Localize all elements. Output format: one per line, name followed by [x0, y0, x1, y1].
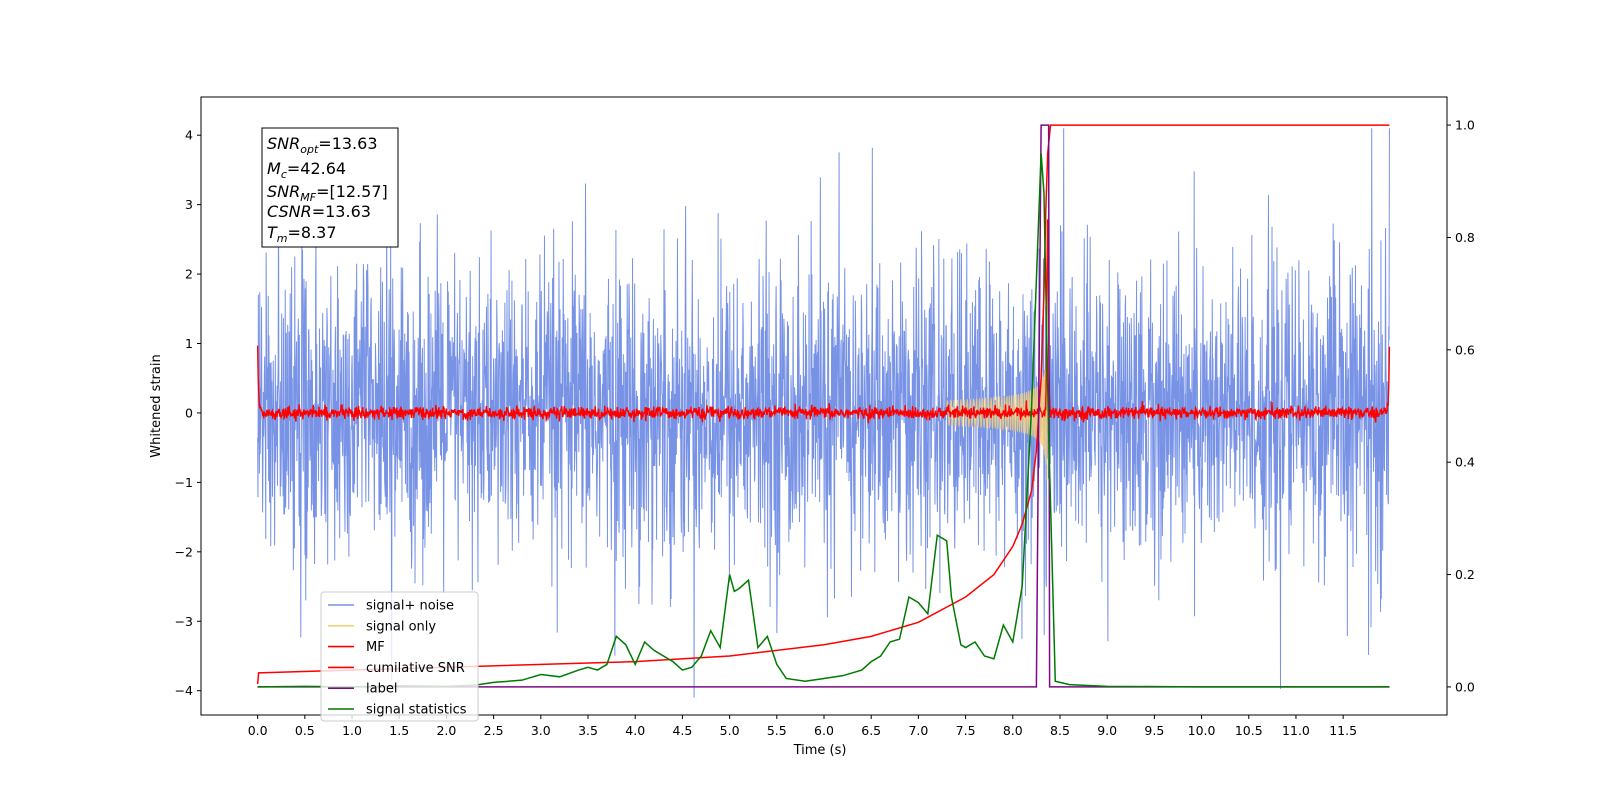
series-signal-noise [257, 128, 1390, 698]
legend-label: label [366, 682, 397, 697]
y-tick-label: −3 [175, 614, 193, 629]
y-tick-label: −2 [175, 544, 193, 559]
info-tm: Tm=8.37 [267, 223, 337, 245]
series-cumilative-snr [256, 124, 1390, 685]
series-mf [256, 219, 1391, 424]
x-tick-label: 4.0 [625, 723, 645, 738]
legend-label: signal statistics [366, 703, 467, 718]
x-tick-label: 11.5 [1329, 723, 1357, 738]
y-tick-label: −4 [175, 683, 193, 698]
x-tick-label: 7.5 [956, 723, 976, 738]
y2-tick-label: 0.6 [1455, 342, 1475, 357]
y-tick-label: 0 [185, 405, 193, 420]
series-signal-statistics [257, 153, 1390, 688]
info-snr-mf: SNRMF=[12.57] [267, 182, 388, 204]
x-tick-label: 3.0 [531, 723, 551, 738]
y-axis-ticks: 4 3 2 1 0 −1 −2 −3 −4 [175, 128, 201, 698]
legend: signal+ noise signal only MF cumilative SNR… [320, 591, 479, 722]
x-tick-label: 11.0 [1282, 723, 1310, 738]
x-tick-label: 5.0 [720, 723, 740, 738]
x-tick-label: 7.0 [908, 723, 928, 738]
y-axis-title: Whitened strain [149, 354, 164, 457]
x-tick-label: 10.0 [1188, 723, 1216, 738]
info-mc: Mc=42.64 [267, 159, 346, 181]
legend-items: signal+ noise signal only MF cumilative SNR… [328, 599, 467, 718]
x-tick-label: 4.5 [672, 723, 692, 738]
y-tick-label: 1 [185, 336, 193, 351]
series-layer [256, 124, 1391, 698]
info-box: SNRopt=13.63 Mc=42.64 SNRMF=[12.57] CSNR… [261, 127, 399, 248]
x-axis-ticks: 0.0 0.5 1.0 1.5 2.0 2.5 3.0 3.5 4.0 4.5 5.0 5.5 6.0 6… [248, 715, 1357, 738]
x-tick-label: 8.0 [1003, 723, 1023, 738]
x-tick-label: 2.0 [436, 723, 456, 738]
x-tick-label: 1.5 [389, 723, 409, 738]
x-tick-label: 9.0 [1097, 723, 1117, 738]
y-tick-label: 2 [185, 267, 193, 282]
x-tick-label: 1.0 [342, 723, 362, 738]
x-tick-label: 10.5 [1235, 723, 1263, 738]
y-tick-label: 3 [185, 197, 193, 212]
x-tick-label: 3.5 [578, 723, 598, 738]
y2-tick-label: 0.2 [1455, 567, 1475, 582]
y2-tick-label: 0.0 [1455, 679, 1475, 694]
y2-tick-label: 0.4 [1455, 455, 1475, 470]
y2-axis-ticks: 1.0 0.8 0.6 0.4 0.2 0.0 [1447, 118, 1475, 694]
legend-label: cumilative SNR [366, 661, 465, 676]
x-tick-label: 0.0 [248, 723, 268, 738]
x-axis-title: Time (s) [793, 743, 847, 758]
y-tick-label: 4 [185, 128, 193, 143]
info-snr-opt: SNRopt=13.63 [267, 134, 378, 156]
legend-frame [320, 591, 479, 722]
x-tick-label: 6.5 [861, 723, 881, 738]
x-tick-label: 8.5 [1050, 723, 1070, 738]
y-tick-label: −1 [175, 475, 193, 490]
y2-tick-label: 0.8 [1455, 230, 1475, 245]
x-tick-label: 9.5 [1144, 723, 1164, 738]
legend-label: signal only [366, 619, 436, 634]
y2-tick-label: 1.0 [1455, 118, 1475, 133]
x-tick-label: 6.0 [814, 723, 834, 738]
legend-label: MF [366, 640, 385, 655]
legend-label: signal+ noise [366, 599, 454, 614]
x-tick-label: 2.5 [484, 723, 504, 738]
info-csnr: CSNR=13.63 [267, 202, 371, 221]
x-tick-label: 5.5 [767, 723, 787, 738]
info-box-frame [261, 127, 399, 248]
x-tick-label: 0.5 [295, 723, 315, 738]
